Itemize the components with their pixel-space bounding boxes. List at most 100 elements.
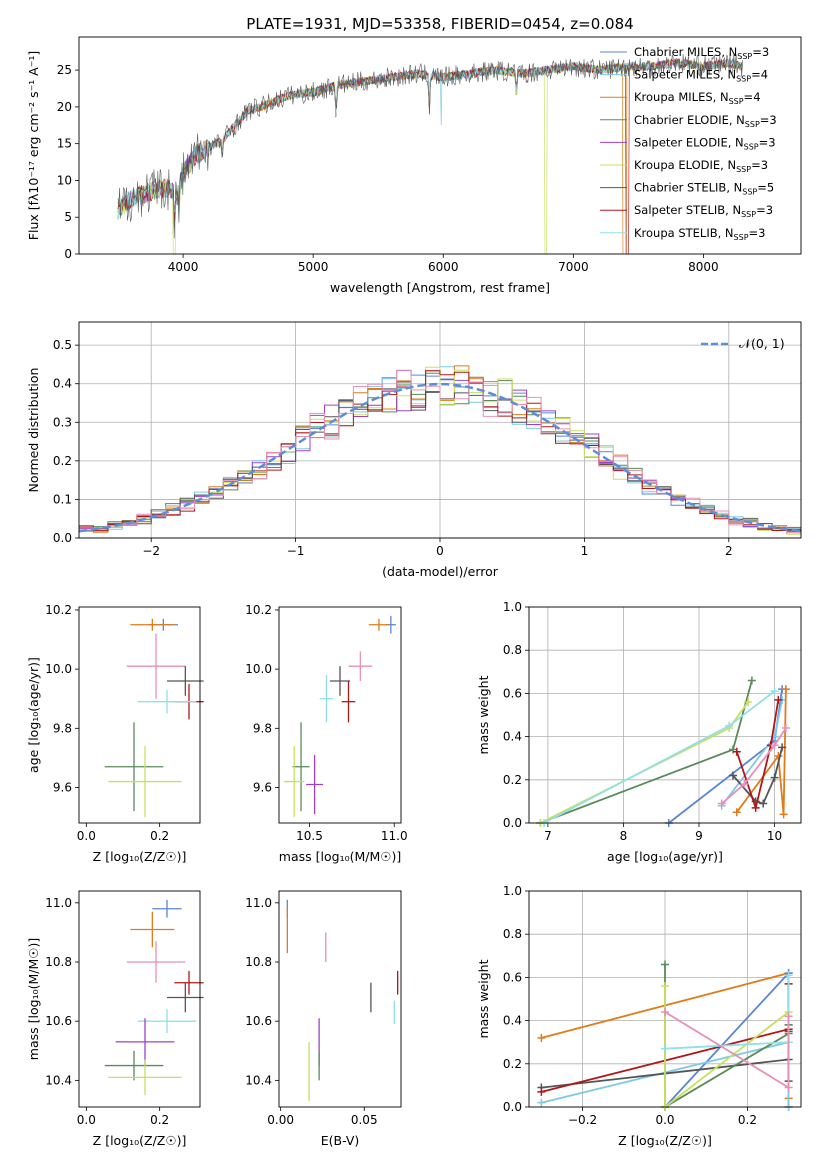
- series-marker: [770, 773, 779, 782]
- mass-weight-vs-age-chart: 7 8 9 10 0.0 0.2 0.4 0.6 0.8 1.0 age [log₁₀(age/yr…: [476, 600, 802, 864]
- legend-n: , N: [718, 226, 734, 240]
- y-tick-label: 0.0: [503, 1100, 522, 1114]
- x-tick-label: 7: [544, 829, 552, 843]
- histogram-step: [79, 370, 801, 537]
- legend-sub: SSP: [736, 75, 751, 84]
- series-line: [735, 699, 780, 812]
- legend-name: Chabrier MILES: [634, 45, 721, 59]
- y-tick-label: 0.4: [503, 730, 522, 744]
- x-axis-label: (data-model)/error: [382, 564, 499, 579]
- data-point: [104, 722, 164, 812]
- legend-n: , N: [729, 113, 745, 127]
- legend-eq: =: [760, 113, 770, 127]
- series-marker: [717, 799, 726, 808]
- series-marker: [537, 1033, 546, 1042]
- y-tick-label: 9.8: [53, 721, 72, 735]
- legend-label: Chabrier MILES, NSSP=3: [634, 45, 769, 61]
- legend-name: Kroupa ELODIE: [634, 158, 720, 172]
- y-tick-label: 0.6: [503, 686, 522, 700]
- legend-n: , N: [728, 135, 744, 149]
- y-tick-label: 20: [57, 100, 72, 114]
- legend-label: 𝒩(0, 1): [739, 336, 785, 351]
- series-marker: [661, 982, 669, 991]
- y-tick-label: 0.4: [53, 377, 72, 391]
- axes-frame: [278, 890, 402, 1108]
- series-marker: [781, 723, 790, 732]
- x-tick-label: 1: [581, 544, 589, 558]
- figure-title: PLATE=1931, MJD=53358, FIBERID=0454, z=0…: [246, 15, 633, 33]
- series-marker: [732, 808, 741, 817]
- data-point: [108, 746, 182, 818]
- x-tick-label: 0.2: [738, 1113, 757, 1127]
- series-line: [664, 970, 790, 1108]
- legend-eq: =: [751, 68, 761, 82]
- series-line: [539, 701, 749, 824]
- legend-eq: =: [757, 181, 767, 195]
- y-tick-label: 1.0: [503, 600, 522, 614]
- legend-eq: =: [756, 203, 766, 217]
- data-point: [329, 666, 351, 696]
- axes-frame: [78, 606, 201, 824]
- legend-n: , N: [721, 45, 737, 59]
- axes-frame: [278, 606, 402, 824]
- series-marker: [732, 747, 741, 756]
- data-point: [174, 970, 204, 995]
- legend-label: Salpeter ELODIE, NSSP=3: [634, 135, 776, 151]
- series-marker: [744, 698, 753, 707]
- y-tick-label: 10.0: [45, 662, 72, 676]
- age-vs-mass-chart: 10.5 11.0 9.6 9.8 10.0 10.2 mass [log₁₀(M/M☉)]: [245, 603, 407, 864]
- series-line: [736, 689, 787, 815]
- y-tick-label: 10: [57, 173, 72, 187]
- mass-vs-ebv-chart: 0.00 0.05 10.4 10.6 10.8 11.0 E(B-V): [245, 890, 402, 1148]
- x-tick-label: 5000: [298, 260, 329, 274]
- data-point: [104, 1050, 164, 1081]
- x-axis-label: wavelength [Angstrom, rest frame]: [330, 280, 550, 295]
- y-tick-label: 1.0: [503, 884, 522, 898]
- series-marker: [781, 685, 790, 694]
- data-point: [108, 1059, 182, 1096]
- legend-nssp: 4: [761, 68, 768, 82]
- axes-frame: [78, 890, 201, 1108]
- legend-sub: SSP: [745, 120, 760, 129]
- legend-sub: SSP: [744, 142, 759, 151]
- x-tick-label: −1: [287, 544, 305, 558]
- series-marker: [725, 721, 734, 730]
- legend-n: , N: [713, 90, 729, 104]
- y-tick-label: 10.6: [245, 1014, 272, 1028]
- y-tick-label: 10.4: [45, 1073, 72, 1087]
- legend-label: Salpeter MILES, NSSP=4: [634, 68, 768, 84]
- y-tick-label: 0.6: [503, 970, 522, 984]
- x-tick-label: 0.00: [267, 1113, 294, 1127]
- legend-n: , N: [726, 181, 742, 195]
- series-marker: [759, 799, 768, 808]
- x-tick-label: 11.0: [381, 829, 408, 843]
- y-tick-label: 0.3: [53, 415, 72, 429]
- legend-n: , N: [725, 203, 741, 217]
- series-marker: [661, 1007, 669, 1016]
- x-tick-label: 6000: [428, 260, 459, 274]
- y-tick-label: 10.4: [245, 1073, 272, 1087]
- x-tick-label: 0.2: [150, 1113, 169, 1127]
- legend-n: , N: [720, 68, 736, 82]
- axes-frame: [78, 36, 802, 255]
- data-point: [167, 982, 204, 1013]
- y-tick-label: 10.8: [245, 955, 272, 969]
- axes-frame: [78, 321, 802, 539]
- series-marker: [784, 971, 793, 980]
- series-marker: [751, 803, 760, 812]
- series-marker: [747, 676, 756, 685]
- legend-nssp: 5: [767, 181, 774, 195]
- x-tick-label: 4000: [168, 260, 199, 274]
- y-tick-label: 10.2: [245, 603, 272, 617]
- x-axis-label: mass [log₁₀(M/M☉)]: [279, 849, 401, 864]
- legend-label: Kroupa ELODIE, NSSP=3: [634, 158, 768, 174]
- x-tick-label: −0.2: [568, 1113, 597, 1127]
- residual-histogram-chart: −2 −1 0 1 2 0.0 0.1 0.2 0.3 0.4 0.5 (data-model)/er…: [26, 321, 802, 579]
- series-marker: [661, 960, 669, 969]
- series-line: [720, 699, 783, 807]
- y-tick-label: 0.0: [53, 531, 72, 545]
- y-tick-label: 10.8: [45, 955, 72, 969]
- x-axis-label: E(B-V): [321, 1133, 360, 1148]
- data-point: [348, 651, 373, 681]
- legend-label: Chabrier ELODIE, NSSP=3: [634, 113, 777, 129]
